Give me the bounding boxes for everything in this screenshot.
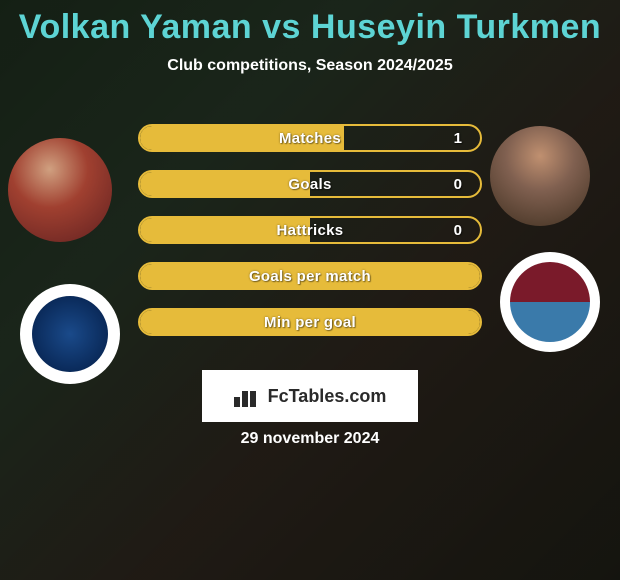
club2-badge — [500, 252, 600, 352]
stat-row: Goals0 — [138, 170, 482, 198]
logo-text: FcTables.com — [268, 386, 387, 407]
page-title: Volkan Yaman vs Huseyin Turkmen — [0, 0, 620, 47]
stat-row: Matches1 — [138, 124, 482, 152]
stat-label: Goals per match — [140, 264, 480, 288]
stat-row: Goals per match — [138, 262, 482, 290]
stats-container: Matches1Goals0Hattricks0Goals per matchM… — [138, 124, 482, 354]
stat-label: Goals — [140, 172, 480, 196]
stat-value: 0 — [454, 218, 462, 242]
fctables-logo: FcTables.com — [202, 370, 418, 422]
stat-row: Hattricks0 — [138, 216, 482, 244]
stat-label: Min per goal — [140, 310, 480, 334]
stat-value: 0 — [454, 172, 462, 196]
club1-badge — [20, 284, 120, 384]
date-label: 29 november 2024 — [0, 430, 620, 448]
chart-icon — [234, 385, 262, 407]
stat-value: 1 — [454, 126, 462, 150]
stat-label: Matches — [140, 126, 480, 150]
stat-label: Hattricks — [140, 218, 480, 242]
player1-avatar — [8, 138, 112, 242]
stat-row: Min per goal — [138, 308, 482, 336]
subtitle: Club competitions, Season 2024/2025 — [0, 57, 620, 75]
player2-avatar — [490, 126, 590, 226]
